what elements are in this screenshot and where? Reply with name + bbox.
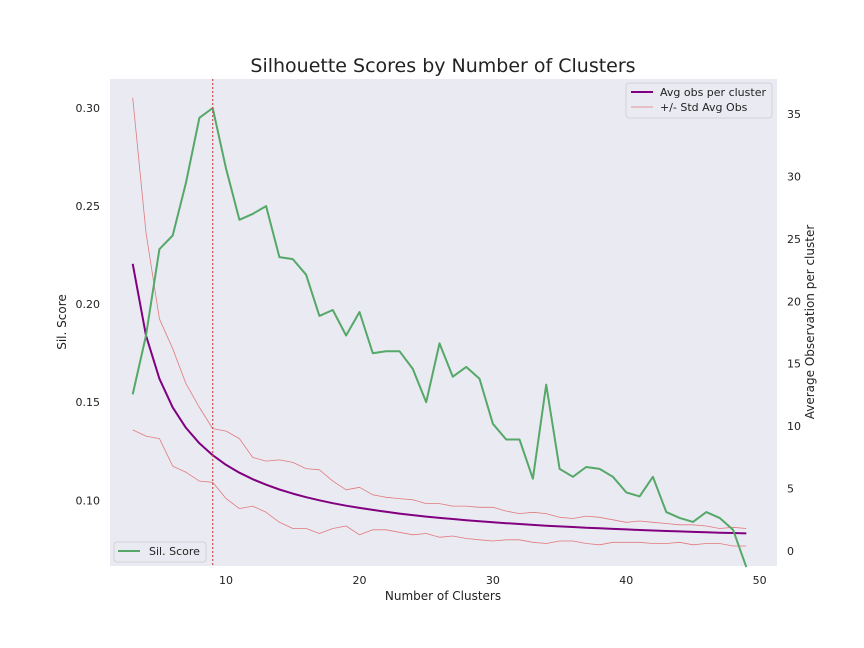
- legend-left-box: [113, 541, 207, 563]
- y-right-axis-title: Average Observation per cluster: [803, 225, 817, 420]
- series-avg-obs: [131, 263, 747, 535]
- y-right-tick-label: 35: [787, 108, 801, 121]
- x-axis-ticks: 10 20 30 40 50: [219, 574, 767, 587]
- legend-label-sil-score: Sil. Score: [149, 545, 200, 558]
- y-right-tick-label: 10: [787, 420, 801, 433]
- x-axis-title: Number of Clusters: [385, 589, 501, 603]
- x-tick-label: 40: [619, 574, 633, 587]
- legend-label-std-obs: +/- Std Avg Obs: [660, 101, 748, 114]
- legend-right-box: [625, 82, 773, 119]
- y-right-tick-label: 15: [787, 358, 801, 371]
- y-right-tick-label: 5: [787, 483, 794, 496]
- y-left-tick-label: 0.25: [76, 200, 101, 213]
- y-right-axis-ticks: 0 5 10 15 20 25 30 35: [787, 108, 801, 558]
- x-tick-label: 30: [486, 574, 500, 587]
- series-std-lower: [132, 429, 747, 547]
- y-right-tick-label: 20: [787, 295, 801, 308]
- x-tick-label: 50: [753, 574, 767, 587]
- x-tick-label: 20: [352, 574, 366, 587]
- series-std-upper: [132, 97, 747, 529]
- legend-left: Sil. Score: [113, 541, 207, 563]
- legend-right: Avg obs per cluster +/- Std Avg Obs: [625, 82, 773, 119]
- y-right-tick-label: 30: [787, 170, 801, 183]
- y-left-tick-label: 0.10: [76, 494, 101, 507]
- y-left-axis-ticks: 0.10 0.15 0.20 0.25 0.30: [76, 102, 101, 507]
- chart-title: Silhouette Scores by Number of Clusters: [250, 55, 635, 77]
- x-tick-label: 10: [219, 574, 233, 587]
- series-sil-score: [131, 107, 748, 568]
- y-left-tick-label: 0.30: [76, 102, 101, 115]
- y-left-axis-title: Sil. Score: [55, 294, 69, 350]
- y-right-tick-label: 0: [787, 545, 794, 558]
- y-left-tick-label: 0.15: [76, 396, 101, 409]
- legend-label-avg-obs: Avg obs per cluster: [660, 86, 766, 99]
- series-lines: [131, 97, 748, 568]
- plot-background: [110, 79, 777, 566]
- y-left-tick-label: 0.20: [76, 298, 101, 311]
- y-right-tick-label: 25: [787, 233, 801, 246]
